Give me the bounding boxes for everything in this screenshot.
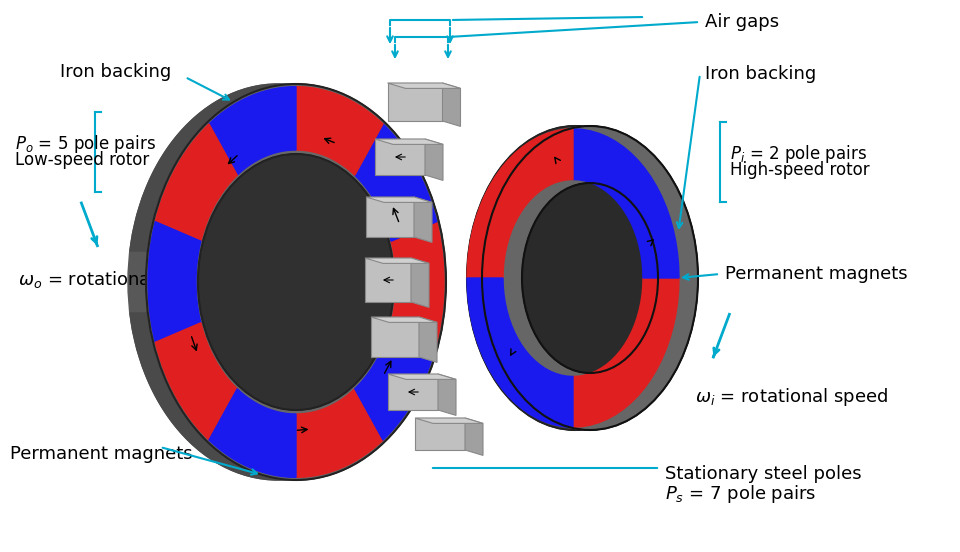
Ellipse shape xyxy=(482,126,698,430)
Polygon shape xyxy=(438,374,456,416)
Polygon shape xyxy=(388,83,443,121)
Polygon shape xyxy=(209,87,296,175)
Ellipse shape xyxy=(180,154,376,410)
Polygon shape xyxy=(388,374,438,410)
Polygon shape xyxy=(391,222,444,342)
Ellipse shape xyxy=(522,183,658,373)
Polygon shape xyxy=(388,83,461,88)
Polygon shape xyxy=(355,323,437,440)
Polygon shape xyxy=(419,317,437,363)
Polygon shape xyxy=(575,129,681,278)
Polygon shape xyxy=(371,317,437,322)
Polygon shape xyxy=(415,418,483,423)
Polygon shape xyxy=(156,124,237,241)
Polygon shape xyxy=(296,87,383,175)
Ellipse shape xyxy=(467,126,683,430)
Text: Permanent magnets: Permanent magnets xyxy=(725,265,907,283)
Polygon shape xyxy=(414,197,432,242)
Polygon shape xyxy=(355,124,437,241)
Polygon shape xyxy=(366,197,432,203)
Polygon shape xyxy=(148,222,201,342)
Ellipse shape xyxy=(198,154,394,410)
Ellipse shape xyxy=(482,126,698,430)
Polygon shape xyxy=(375,139,425,175)
Ellipse shape xyxy=(522,183,658,373)
Text: Permanent magnets: Permanent magnets xyxy=(10,445,193,463)
Polygon shape xyxy=(415,418,465,450)
Polygon shape xyxy=(365,258,411,302)
Ellipse shape xyxy=(146,84,446,480)
Text: $P_i$ = 2 pole pairs: $P_i$ = 2 pole pairs xyxy=(730,142,867,164)
Polygon shape xyxy=(575,278,681,427)
Polygon shape xyxy=(156,323,237,440)
Polygon shape xyxy=(467,129,573,278)
Text: $P_s$ = 7 pole pairs: $P_s$ = 7 pole pairs xyxy=(665,483,816,505)
Polygon shape xyxy=(371,317,419,357)
Polygon shape xyxy=(365,258,429,263)
Polygon shape xyxy=(296,389,383,477)
Text: High-speed rotor: High-speed rotor xyxy=(730,161,870,179)
Ellipse shape xyxy=(128,84,428,480)
Polygon shape xyxy=(469,278,575,427)
Polygon shape xyxy=(375,139,443,145)
Text: Low-speed rotor: Low-speed rotor xyxy=(15,151,149,169)
Polygon shape xyxy=(465,418,483,455)
Polygon shape xyxy=(468,302,697,430)
Text: $P_o$ = 5 pole pairs: $P_o$ = 5 pole pairs xyxy=(15,132,156,155)
Polygon shape xyxy=(443,83,461,126)
Polygon shape xyxy=(468,126,697,254)
Polygon shape xyxy=(130,84,444,251)
Polygon shape xyxy=(425,139,443,181)
Ellipse shape xyxy=(507,183,643,373)
Text: Air gaps: Air gaps xyxy=(705,13,780,31)
Text: Iron backing: Iron backing xyxy=(705,65,816,83)
Text: Iron backing: Iron backing xyxy=(60,63,171,81)
Polygon shape xyxy=(467,278,573,427)
Polygon shape xyxy=(388,374,456,379)
Text: $\omega_i$ = rotational speed: $\omega_i$ = rotational speed xyxy=(695,386,888,408)
Polygon shape xyxy=(366,197,414,237)
Text: $\omega_o$ = rotational speed: $\omega_o$ = rotational speed xyxy=(18,269,215,291)
Polygon shape xyxy=(573,278,679,427)
Text: Stationary steel poles: Stationary steel poles xyxy=(665,465,862,483)
Polygon shape xyxy=(573,129,679,278)
Polygon shape xyxy=(130,313,444,480)
Polygon shape xyxy=(469,129,575,278)
Polygon shape xyxy=(209,389,296,477)
Polygon shape xyxy=(411,258,429,307)
